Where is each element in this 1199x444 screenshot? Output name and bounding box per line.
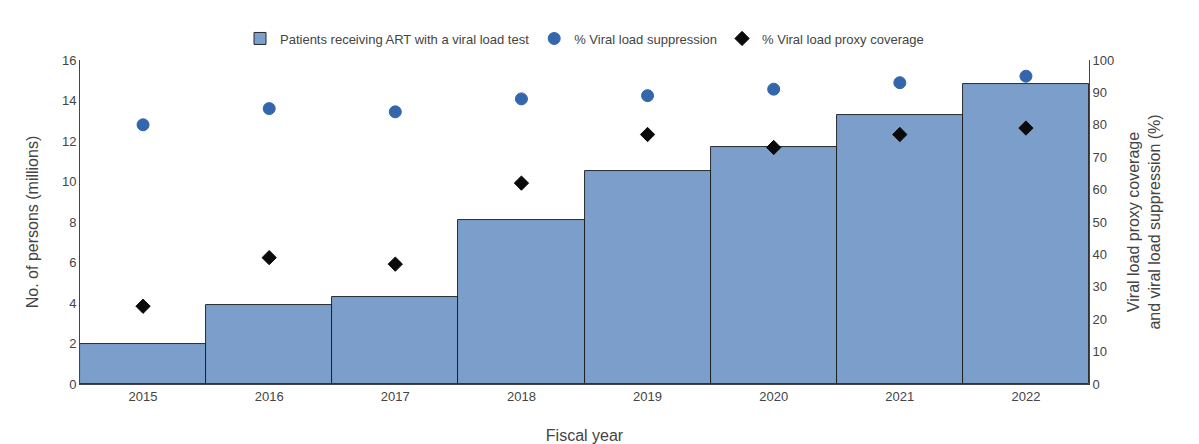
svg-text:6: 6 xyxy=(69,255,76,270)
svg-text:14: 14 xyxy=(62,93,76,108)
svg-text:0: 0 xyxy=(1093,377,1100,392)
svg-text:30: 30 xyxy=(1093,279,1107,294)
svg-text:50: 50 xyxy=(1093,215,1107,230)
svg-text:40: 40 xyxy=(1093,247,1107,262)
svg-text:2022: 2022 xyxy=(1011,389,1040,404)
svg-text:2: 2 xyxy=(69,336,76,351)
svg-text:2019: 2019 xyxy=(633,389,662,404)
svg-text:100: 100 xyxy=(1093,53,1115,68)
svg-text:70: 70 xyxy=(1093,150,1107,165)
svg-text:2017: 2017 xyxy=(381,389,410,404)
svg-text:2020: 2020 xyxy=(759,389,788,404)
svg-text:20: 20 xyxy=(1093,312,1107,327)
svg-text:Fiscal year: Fiscal year xyxy=(546,427,624,444)
svg-text:16: 16 xyxy=(62,53,76,68)
svg-text:Viral load proxy coverageand v: Viral load proxy coverageand viral load … xyxy=(1125,114,1163,329)
svg-text:10: 10 xyxy=(62,174,76,189)
svg-text:0: 0 xyxy=(69,377,76,392)
svg-text:12: 12 xyxy=(62,134,76,149)
svg-text:2021: 2021 xyxy=(885,389,914,404)
svg-text:60: 60 xyxy=(1093,182,1107,197)
svg-text:10: 10 xyxy=(1093,344,1107,359)
svg-text:2018: 2018 xyxy=(507,389,536,404)
svg-text:No. of persons (millions): No. of persons (millions) xyxy=(24,136,41,309)
svg-text:2015: 2015 xyxy=(129,389,158,404)
svg-text:2016: 2016 xyxy=(255,389,284,404)
svg-text:% Viral load proxy coverage: % Viral load proxy coverage xyxy=(762,32,924,47)
svg-text:80: 80 xyxy=(1093,117,1107,132)
svg-text:8: 8 xyxy=(69,215,76,230)
svg-text:90: 90 xyxy=(1093,85,1107,100)
svg-text:Patients receiving ART with a: Patients receiving ART with a viral load… xyxy=(280,32,529,47)
svg-text:% Viral load suppression: % Viral load suppression xyxy=(574,32,717,47)
svg-text:4: 4 xyxy=(69,296,76,311)
